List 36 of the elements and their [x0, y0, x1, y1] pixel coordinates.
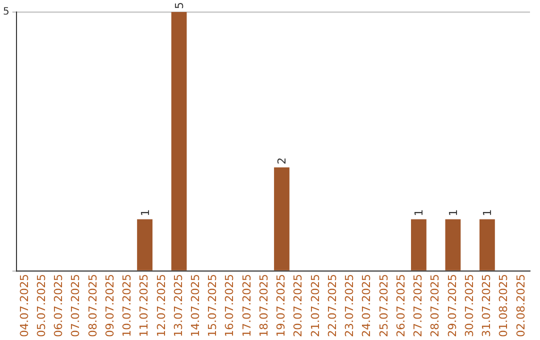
x-tick-label: 04.07.2025 — [18, 274, 31, 338]
x-tick-label: 25.07.2025 — [377, 274, 390, 338]
x-tick-label: 17.07.2025 — [240, 274, 254, 338]
data-label: 1 — [481, 209, 494, 216]
x-tick-label: 30.07.2025 — [462, 274, 476, 338]
data-label: 1 — [446, 209, 460, 216]
data-label: 5 — [173, 2, 186, 9]
data-label: 1 — [138, 209, 152, 216]
x-tick-label: 29.07.2025 — [446, 274, 459, 338]
x-tick-label: 08.07.2025 — [86, 274, 100, 338]
x-tick-label: 27.07.2025 — [412, 274, 425, 338]
x-tick-label: 11.07.2025 — [138, 274, 151, 338]
x-tick-label: 06.07.2025 — [52, 274, 66, 338]
x-tick-label: 24.07.2025 — [360, 274, 374, 338]
x-tick-label: 23.07.2025 — [343, 274, 356, 338]
x-tick-label: 15.07.2025 — [206, 274, 220, 338]
x-tick-label: 21.07.2025 — [308, 274, 322, 338]
x-tick-label: 28.07.2025 — [428, 274, 442, 338]
x-tick-label: 09.07.2025 — [103, 274, 116, 338]
x-tick-label: 20.07.2025 — [292, 274, 305, 338]
x-tick-label: 31.07.2025 — [480, 274, 494, 338]
x-tick-label: 19.07.2025 — [274, 274, 288, 338]
x-tick-label: 07.07.2025 — [69, 274, 82, 338]
x-tick-label: 22.07.2025 — [326, 274, 339, 338]
x-tick-label: 01.08.2025 — [497, 274, 510, 338]
x-tick-label: 05.07.2025 — [34, 274, 48, 338]
x-tick-label: 02.08.2025 — [514, 274, 528, 338]
x-tick-label: 26.07.2025 — [394, 274, 408, 338]
data-label: 1 — [412, 209, 426, 216]
x-tick-label: 14.07.2025 — [188, 274, 202, 338]
data-label: 2 — [276, 157, 289, 164]
x-tick-label: 18.07.2025 — [257, 274, 270, 338]
x-tick-label: 16.07.2025 — [223, 274, 236, 338]
x-tick-label: 12.07.2025 — [154, 274, 168, 338]
x-tick-label: 10.07.2025 — [120, 274, 134, 338]
x-tick-label: 13.07.2025 — [172, 274, 185, 338]
